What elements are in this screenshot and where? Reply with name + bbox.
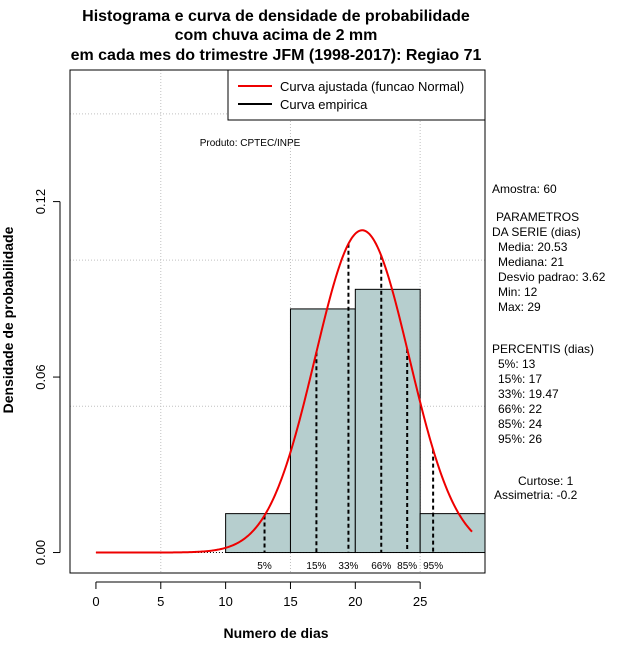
x-axis: 0 5 10 15 20 25: [92, 581, 427, 609]
percentile-label: 15%: [306, 561, 326, 572]
legend: Curva ajustada (funcao Normal) Curva empi…: [227, 69, 486, 121]
product-label: Produto: CPTEC/INPE: [200, 138, 301, 149]
percentile-label: 66%: [371, 561, 391, 572]
params-header-2: DA SERIE (dias): [492, 225, 581, 239]
percentil-66: 66%: 22: [498, 402, 542, 416]
percentile-label: 85%: [397, 561, 417, 572]
percentile-label: 33%: [338, 561, 358, 572]
histogram-bar: [354, 288, 421, 554]
normal-curve: [95, 229, 473, 554]
param-mean: Media: 20.53: [498, 240, 568, 254]
percentile-labels: 5% 15% 33% 66% 85% 95%: [257, 561, 443, 572]
legend-label: Curva empirica: [280, 97, 368, 112]
legend-label: Curva ajustada (funcao Normal): [280, 79, 464, 94]
param-median: Mediana: 21: [498, 255, 564, 269]
percentile-lines: [95, 243, 473, 554]
x-tick-label: 10: [218, 594, 232, 609]
y-axis-title: Densidade de probabilidade: [0, 226, 16, 413]
y-tick-label: 0.06: [33, 364, 48, 389]
x-tick-label: 25: [413, 594, 427, 609]
params-header-1: PARAMETROS: [496, 210, 579, 224]
percentil-95: 95%: 26: [498, 432, 542, 446]
percentil-15: 15%: 17: [498, 372, 542, 386]
percentile-label: 5%: [257, 561, 272, 572]
percentil-33: 33%: 19.47: [498, 387, 559, 401]
stats-panel: Amostra: 60 PARAMETROS DA SERIE (dias) M…: [492, 182, 606, 502]
chart-title-line-2: com chuva acima de 2 mm: [175, 27, 378, 44]
param-sd: Desvio padrao: 3.62: [498, 270, 606, 284]
skewness: Assimetria: -0.2: [494, 488, 578, 502]
normal-curve-line: [95, 229, 473, 554]
x-tick-label: 15: [283, 594, 297, 609]
chart-title-line-3: em cada mes do trimestre JFM (1998-2017)…: [71, 47, 482, 64]
x-tick-label: 20: [348, 594, 362, 609]
histogram-bar: [225, 513, 291, 554]
y-axis: 0.00 0.06 0.12: [33, 189, 61, 565]
kurtosis: Curtose: 1: [518, 474, 574, 488]
x-tick-label: 5: [157, 594, 164, 609]
histogram-bar: [289, 308, 356, 554]
percentil-5: 5%: 13: [498, 357, 536, 371]
histogram-bars: [225, 288, 486, 554]
histogram-bar: [419, 513, 486, 554]
param-min: Min: 12: [498, 285, 538, 299]
y-tick-label: 0.12: [33, 189, 48, 214]
x-axis-title: Numero de dias: [223, 625, 328, 641]
percentil-85: 85%: 24: [498, 417, 542, 431]
chart-title-line-1: Histograma e curva de densidade de proba…: [82, 8, 470, 25]
legend-box: [227, 69, 486, 121]
percentis-header: PERCENTIS (dias): [492, 342, 594, 356]
param-max: Max: 29: [498, 300, 541, 314]
sample-size: Amostra: 60: [492, 182, 557, 196]
y-tick-label: 0.00: [33, 540, 48, 565]
x-tick-label: 0: [92, 594, 99, 609]
chart-title: Histograma e curva de densidade de proba…: [71, 8, 482, 64]
percentile-label: 95%: [423, 561, 443, 572]
